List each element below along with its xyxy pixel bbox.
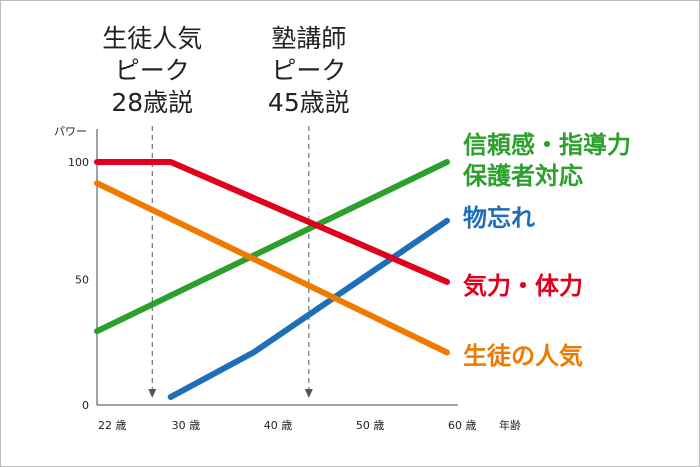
series-line (167, 217, 450, 400)
peak-annotation-text: 生徒人気ピーク 28歳説 (102, 24, 202, 117)
y-tick-labels: 100 50 0 (68, 156, 89, 412)
y-tick-label: 50 (75, 274, 89, 287)
peak-arrow-head (304, 389, 313, 398)
series-label: 信頼感・指導力保護者対応 (462, 131, 631, 190)
x-tick-label: 50 歳 (356, 419, 385, 432)
x-tick-label: 60 歳 (448, 419, 477, 432)
series-line (94, 159, 450, 335)
series-line (94, 159, 450, 285)
series-label: 気力・体力 (463, 272, 583, 300)
y-axis-label: パワー (54, 125, 87, 138)
series-label: 物忘れ (463, 204, 535, 232)
series-lines (94, 159, 450, 400)
peak-arrow-head (148, 389, 157, 398)
series-label: 生徒の人気 (463, 342, 583, 370)
x-tick-label: 30 歳 (172, 419, 201, 432)
x-tick-labels: 22 歳 30 歳 40 歳 50 歳 60 歳 (98, 419, 477, 432)
peak-annotation-text: 塾講師ピーク 45歳説 (268, 24, 350, 117)
y-tick-label: 0 (82, 399, 89, 412)
x-axis-label: 年齢 (499, 418, 521, 432)
series-line (94, 180, 450, 356)
y-tick-label: 100 (68, 156, 89, 169)
x-tick-label: 22 歳 (98, 419, 127, 432)
x-tick-label: 40 歳 (264, 419, 293, 432)
